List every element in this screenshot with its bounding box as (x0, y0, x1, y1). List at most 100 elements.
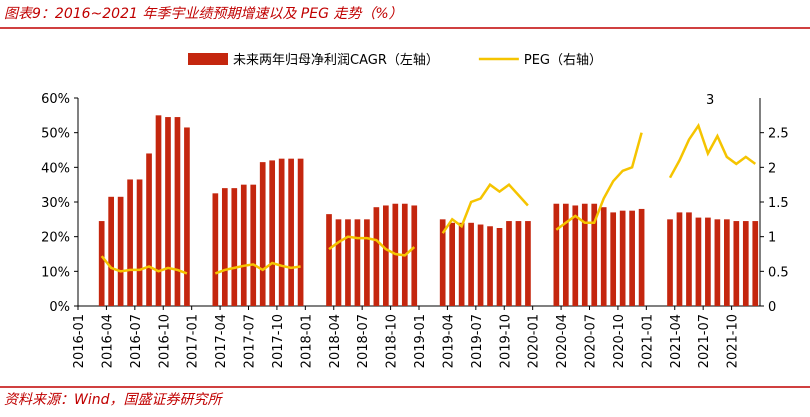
bar (297, 158, 304, 306)
bar (354, 219, 361, 306)
bar (240, 184, 247, 306)
x-tick-label: 2019-01 (413, 314, 428, 368)
bar (676, 212, 683, 306)
y2-tick-label: 0.5 (768, 265, 789, 280)
x-tick-label: 2017-10 (271, 314, 286, 368)
bar (146, 153, 152, 306)
y-tick-label: 30% (41, 196, 70, 211)
bar (269, 160, 276, 306)
bar (487, 226, 493, 306)
bar (525, 221, 531, 306)
line (100, 122, 757, 275)
bar (733, 221, 740, 306)
x-tick-label: 2021-01 (640, 314, 655, 368)
bar (278, 158, 285, 306)
bar (136, 179, 143, 306)
y-tick-label: 0% (49, 300, 70, 315)
bar (638, 208, 645, 306)
x-tick-label: 2020-07 (584, 314, 599, 368)
bar (373, 207, 380, 306)
bar (562, 203, 569, 306)
x-tick-label: 2019-04 (441, 314, 456, 368)
bar (155, 115, 162, 306)
bar (477, 224, 484, 306)
x-tick-label: 2021-04 (669, 314, 684, 368)
bar (108, 196, 114, 306)
bar (335, 219, 342, 306)
bar (705, 217, 711, 306)
bar (439, 219, 446, 306)
x-tick-label: 2021-10 (726, 314, 741, 368)
x-tick-label: 2017-07 (243, 314, 258, 368)
bar (610, 212, 617, 306)
bar (174, 117, 181, 306)
y2-tick-label: 2 (768, 161, 776, 176)
bar (383, 205, 389, 306)
bar (449, 222, 455, 306)
legend-label: 未来两年归母净利润CAGR（左轴） (233, 53, 439, 68)
bar (212, 193, 219, 306)
y-tick-label: 10% (41, 265, 70, 280)
bar (345, 219, 351, 306)
x-tick-label: 2016-04 (100, 314, 115, 368)
source: 资料来源：Wind，国盛证券研究所 (4, 392, 223, 408)
bar (288, 158, 294, 306)
bar (468, 222, 474, 306)
bar (165, 117, 171, 306)
legend-swatch (188, 53, 228, 65)
bar (326, 214, 332, 306)
bar (515, 221, 522, 306)
chart-title: 图表9：2016~2021 年季宇业绩预期增速以及 PEG 走势（%） (4, 6, 403, 22)
bar (184, 127, 190, 306)
bar (686, 212, 692, 306)
bar (695, 217, 702, 306)
y-tick-label: 40% (41, 161, 70, 176)
bar (98, 221, 105, 306)
bar (629, 210, 635, 306)
x-tick-label: 2017-01 (186, 314, 201, 368)
y2-tick-label: 2.5 (768, 127, 789, 142)
bar (600, 207, 607, 306)
x-tick-label: 2018-01 (299, 314, 314, 368)
bar (591, 203, 598, 306)
bar (619, 210, 626, 306)
bar (506, 221, 512, 306)
y2-tick-label: 1.5 (768, 196, 789, 211)
bar (752, 221, 759, 306)
x-tick-label: 2016-01 (72, 314, 87, 368)
x-tick-label: 2019-07 (470, 314, 485, 368)
y2-tick-label: 1 (768, 231, 776, 246)
bar (724, 219, 730, 306)
bar (364, 219, 370, 306)
bar (127, 179, 133, 306)
x-tick-label: 2020-10 (612, 314, 627, 368)
bar (411, 205, 418, 306)
bar (742, 221, 749, 306)
bar (221, 188, 228, 306)
x-tick-label: 2018-07 (356, 314, 371, 368)
x-tick-label: 2016-10 (157, 314, 172, 368)
legend-label: PEG（右轴） (524, 53, 602, 68)
bar (250, 184, 257, 306)
bar (117, 196, 124, 306)
y-tick-label: 20% (41, 231, 70, 246)
x-tick-label: 2019-10 (498, 314, 513, 368)
y-tick-label: 60% (41, 92, 70, 107)
x-tick-label: 2018-04 (328, 314, 343, 368)
x-tick-label: 2017-04 (214, 314, 229, 368)
bar (231, 188, 238, 306)
bar (259, 162, 266, 306)
y2-tick-label: 0 (768, 300, 776, 315)
x-tick-label: 2018-10 (385, 314, 400, 368)
bar (714, 219, 721, 306)
bar (553, 203, 560, 306)
y-tick-label: 50% (41, 127, 70, 142)
bar (667, 219, 673, 306)
bar (458, 222, 465, 306)
bar (581, 203, 588, 306)
x-tick-label: 2021-07 (697, 314, 712, 368)
x-tick-label: 2020-04 (555, 314, 570, 368)
x-tick-label: 2016-07 (129, 314, 144, 368)
annotation: 3 (706, 93, 714, 108)
